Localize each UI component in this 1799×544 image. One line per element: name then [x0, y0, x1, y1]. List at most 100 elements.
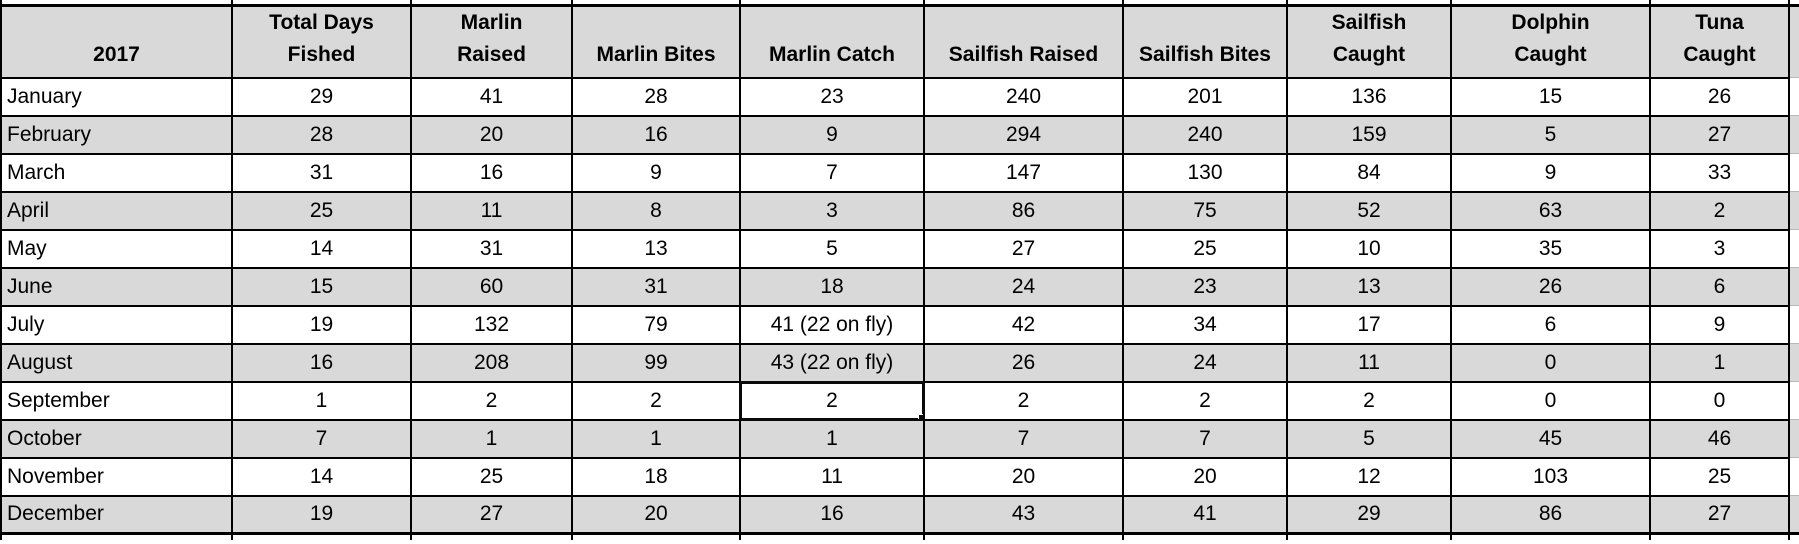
data-cell[interactable]: 27: [923, 228, 1124, 269]
data-cell[interactable]: 9: [1450, 152, 1651, 193]
data-cell[interactable]: 132: [410, 304, 573, 345]
data-cell[interactable]: 7: [1122, 418, 1288, 459]
data-cell[interactable]: 31: [410, 228, 573, 269]
data-cell[interactable]: 35: [1450, 228, 1651, 269]
data-cell[interactable]: 6: [1450, 304, 1651, 345]
column-header-year[interactable]: 2017: [0, 3, 233, 79]
data-cell[interactable]: 29: [231, 76, 412, 117]
data-cell[interactable]: 45: [1450, 418, 1651, 459]
data-cell[interactable]: 26: [1450, 266, 1651, 307]
data-cell[interactable]: 11: [410, 190, 573, 231]
data-cell[interactable]: 19: [231, 304, 412, 345]
data-cell[interactable]: 18: [571, 456, 741, 497]
data-cell[interactable]: 2: [410, 380, 573, 421]
data-cell[interactable]: 24: [923, 266, 1124, 307]
data-cell[interactable]: 2: [923, 380, 1124, 421]
data-cell[interactable]: 41: [1122, 494, 1288, 535]
data-cell[interactable]: 79: [571, 304, 741, 345]
data-cell[interactable]: 75: [1122, 190, 1288, 231]
month-cell[interactable]: February: [0, 114, 233, 155]
data-cell[interactable]: 1: [231, 380, 412, 421]
column-header-marlin-raised[interactable]: Marlin Raised: [410, 3, 573, 79]
data-cell[interactable]: 13: [1286, 266, 1452, 307]
data-cell[interactable]: 5: [1286, 418, 1452, 459]
data-cell[interactable]: 23: [1122, 266, 1288, 307]
data-cell[interactable]: 28: [571, 76, 741, 117]
column-header-marlin-catch[interactable]: Marlin Catch: [739, 3, 925, 79]
data-cell[interactable]: 8: [571, 190, 741, 231]
data-cell[interactable]: 26: [923, 342, 1124, 383]
data-cell[interactable]: 240: [1122, 114, 1288, 155]
column-header-tuna-caught[interactable]: Tuna Caught: [1649, 3, 1790, 79]
data-cell[interactable]: 46: [1649, 418, 1790, 459]
data-cell[interactable]: 28: [231, 114, 412, 155]
data-cell[interactable]: 11: [739, 456, 925, 497]
data-cell[interactable]: 52: [1286, 190, 1452, 231]
data-cell[interactable]: 201: [1122, 76, 1288, 117]
data-cell[interactable]: 9: [571, 152, 741, 193]
month-cell[interactable]: November: [0, 456, 233, 497]
data-cell[interactable]: 18: [739, 266, 925, 307]
data-cell[interactable]: 17: [1286, 304, 1452, 345]
data-cell[interactable]: 16: [410, 152, 573, 193]
data-cell[interactable]: 99: [571, 342, 741, 383]
month-cell[interactable]: August: [0, 342, 233, 383]
data-cell[interactable]: 0: [1450, 342, 1651, 383]
data-cell[interactable]: 25: [1122, 228, 1288, 269]
data-cell[interactable]: 147: [923, 152, 1124, 193]
column-header-sailfish-caught[interactable]: Sailfish Caught: [1286, 3, 1452, 79]
month-cell[interactable]: March: [0, 152, 233, 193]
data-cell[interactable]: 86: [1450, 494, 1651, 535]
data-cell[interactable]: 7: [739, 152, 925, 193]
month-cell[interactable]: October: [0, 418, 233, 459]
month-cell[interactable]: December: [0, 494, 233, 535]
data-cell[interactable]: 25: [410, 456, 573, 497]
data-cell[interactable]: 15: [231, 266, 412, 307]
data-cell[interactable]: 27: [1649, 494, 1790, 535]
data-cell[interactable]: 5: [1450, 114, 1651, 155]
data-cell[interactable]: 20: [923, 456, 1124, 497]
data-cell[interactable]: 103: [1450, 456, 1651, 497]
column-header-dolphin-caught[interactable]: Dolphin Caught: [1450, 3, 1651, 79]
data-cell[interactable]: 20: [410, 114, 573, 155]
data-cell[interactable]: 63: [1450, 190, 1651, 231]
data-cell[interactable]: 20: [571, 494, 741, 535]
data-cell[interactable]: 5: [739, 228, 925, 269]
data-cell[interactable]: 3: [1649, 228, 1790, 269]
data-cell[interactable]: 130: [1122, 152, 1288, 193]
data-cell[interactable]: 240: [923, 76, 1124, 117]
data-cell[interactable]: 43 (22 on fly): [739, 342, 925, 383]
month-cell[interactable]: June: [0, 266, 233, 307]
data-cell[interactable]: 2: [1122, 380, 1288, 421]
selected-cell[interactable]: 2: [739, 380, 925, 421]
data-cell[interactable]: 1: [1649, 342, 1790, 383]
data-cell[interactable]: 6: [1649, 266, 1790, 307]
data-cell[interactable]: 24: [1122, 342, 1288, 383]
data-cell[interactable]: 27: [410, 494, 573, 535]
column-header-sailfish-bites[interactable]: Sailfish Bites: [1122, 3, 1288, 79]
month-cell[interactable]: April: [0, 190, 233, 231]
data-cell[interactable]: 84: [1286, 152, 1452, 193]
data-cell[interactable]: 34: [1122, 304, 1288, 345]
column-header-marlin-bites[interactable]: Marlin Bites: [571, 3, 741, 79]
data-cell[interactable]: 1: [410, 418, 573, 459]
data-cell[interactable]: 1: [739, 418, 925, 459]
data-cell[interactable]: 16: [571, 114, 741, 155]
data-cell[interactable]: 42: [923, 304, 1124, 345]
data-cell[interactable]: 16: [231, 342, 412, 383]
column-header-total-days-fished[interactable]: Total Days Fished: [231, 3, 412, 79]
data-cell[interactable]: 7: [923, 418, 1124, 459]
data-cell[interactable]: 136: [1286, 76, 1452, 117]
data-cell[interactable]: 9: [1649, 304, 1790, 345]
data-cell[interactable]: 25: [231, 190, 412, 231]
data-cell[interactable]: 20: [1122, 456, 1288, 497]
data-cell[interactable]: 60: [410, 266, 573, 307]
data-cell[interactable]: 1: [571, 418, 741, 459]
data-cell[interactable]: 12: [1286, 456, 1452, 497]
data-cell[interactable]: 14: [231, 456, 412, 497]
data-cell[interactable]: 26: [1649, 76, 1790, 117]
data-cell[interactable]: 294: [923, 114, 1124, 155]
month-cell[interactable]: January: [0, 76, 233, 117]
data-cell[interactable]: 86: [923, 190, 1124, 231]
data-cell[interactable]: 11: [1286, 342, 1452, 383]
